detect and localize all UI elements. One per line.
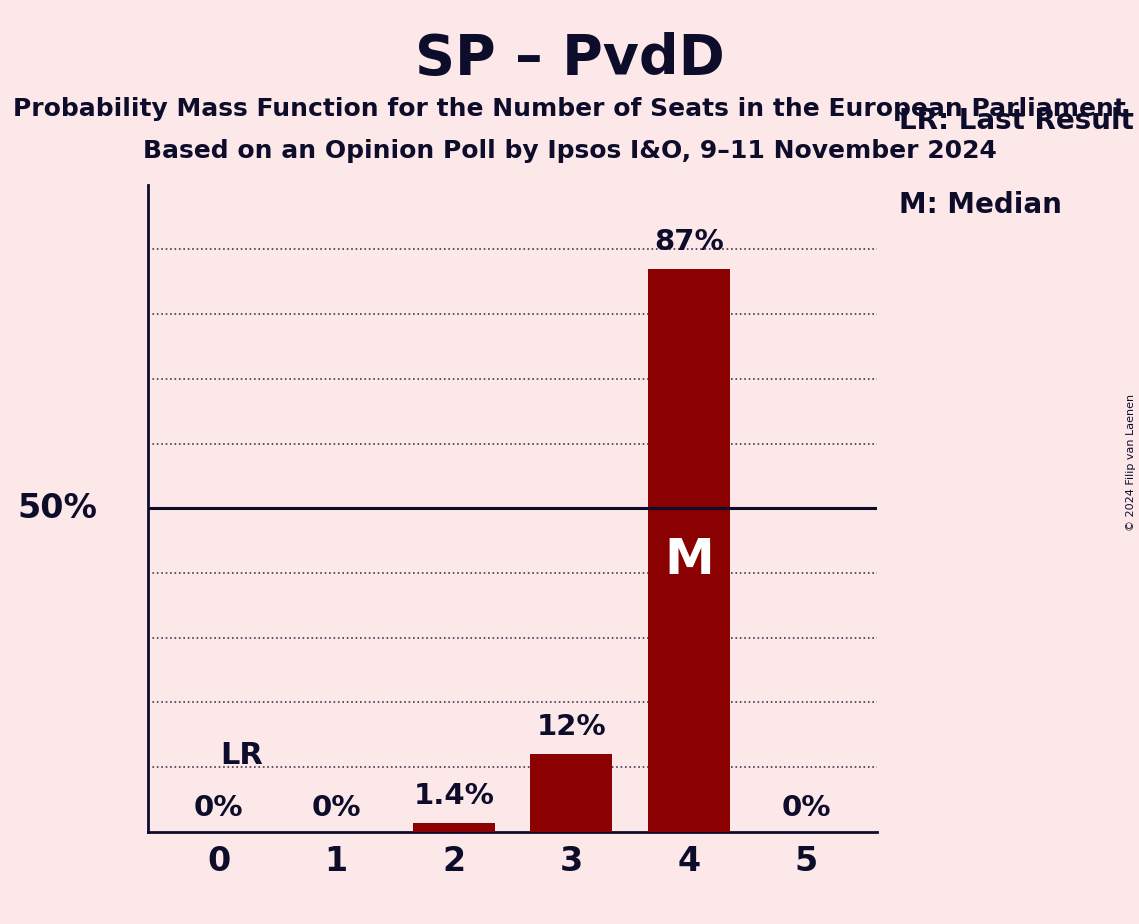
Text: Probability Mass Function for the Number of Seats in the European Parliament: Probability Mass Function for the Number… bbox=[13, 97, 1126, 121]
Text: 0%: 0% bbox=[194, 794, 244, 822]
Text: M: Median: M: Median bbox=[899, 191, 1062, 219]
Bar bbox=[412, 822, 495, 832]
Text: M: M bbox=[664, 536, 714, 584]
Text: 87%: 87% bbox=[654, 228, 723, 256]
Bar bbox=[530, 754, 613, 832]
Text: 1.4%: 1.4% bbox=[413, 782, 494, 809]
Text: 0%: 0% bbox=[781, 794, 831, 822]
Text: 0%: 0% bbox=[311, 794, 361, 822]
Text: SP – PvdD: SP – PvdD bbox=[415, 32, 724, 86]
Bar bbox=[648, 269, 730, 832]
Text: LR: LR bbox=[221, 741, 263, 771]
Text: 50%: 50% bbox=[17, 492, 97, 525]
Text: © 2024 Filip van Laenen: © 2024 Filip van Laenen bbox=[1126, 394, 1136, 530]
Text: Based on an Opinion Poll by Ipsos I&O, 9–11 November 2024: Based on an Opinion Poll by Ipsos I&O, 9… bbox=[142, 139, 997, 163]
Text: 12%: 12% bbox=[536, 713, 606, 741]
Text: LR: Last Result: LR: Last Result bbox=[899, 107, 1133, 135]
